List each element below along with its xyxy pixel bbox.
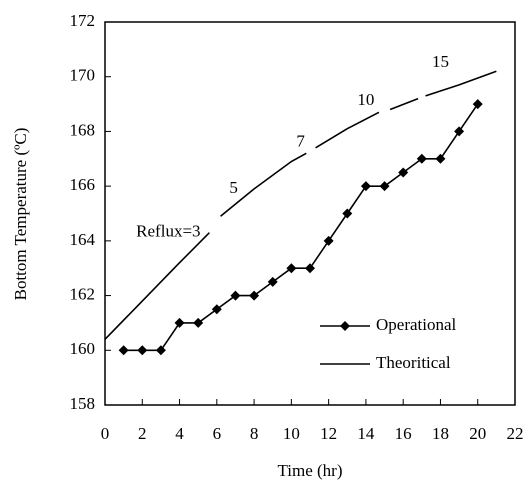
- point: [230, 290, 241, 301]
- point: [416, 153, 427, 164]
- point: [174, 317, 185, 328]
- x-tick-label: 6: [213, 424, 222, 443]
- y-tick-label: 170: [70, 66, 96, 85]
- point: [323, 235, 334, 246]
- point: [305, 263, 315, 274]
- y-axis-label: Bottom Temperature (ºC): [11, 128, 30, 301]
- point: [398, 167, 409, 178]
- x-tick-label: 0: [101, 424, 110, 443]
- point: [472, 99, 483, 110]
- x-tick-label: 4: [175, 424, 184, 443]
- y-tick-label: 162: [70, 284, 96, 303]
- x-tick-label: 22: [507, 424, 524, 443]
- x-tick-label: 8: [250, 424, 259, 443]
- point: [155, 345, 166, 356]
- y-tick-label: 172: [70, 11, 96, 30]
- x-tick-label: 18: [432, 424, 449, 443]
- x-axis-label: Time (hr): [277, 461, 342, 480]
- point: [286, 263, 297, 274]
- point: [454, 126, 465, 137]
- plot-frame: [104, 21, 516, 406]
- legend-label: Operational: [376, 315, 457, 334]
- annotation: 7: [296, 131, 305, 150]
- point: [342, 208, 353, 219]
- y-tick-label: 158: [70, 394, 96, 413]
- y-tick-label: 160: [70, 339, 96, 358]
- x-tick-label: 12: [320, 424, 337, 443]
- point: [193, 317, 204, 328]
- point: [435, 153, 446, 164]
- point: [249, 290, 260, 301]
- x-tick-label: 16: [395, 424, 412, 443]
- annotation: 10: [357, 90, 374, 109]
- y-tick-label: 166: [70, 175, 96, 194]
- x-tick-label: 10: [283, 424, 300, 443]
- point: [267, 276, 278, 287]
- point: [137, 345, 148, 356]
- annotation: 5: [229, 178, 238, 197]
- series-line: [104, 70, 497, 340]
- legend-label: Theoritical: [376, 353, 451, 372]
- annotation: 15: [432, 52, 449, 71]
- point: [211, 304, 222, 315]
- x-tick-label: 14: [357, 424, 375, 443]
- point: [360, 181, 371, 192]
- y-tick-label: 168: [70, 120, 96, 139]
- x-tick-label: 20: [469, 424, 486, 443]
- point: [379, 181, 390, 192]
- point: [118, 345, 129, 356]
- annotation: Reflux=3: [136, 222, 200, 241]
- legend-marker: [340, 321, 350, 331]
- x-tick-label: 2: [138, 424, 147, 443]
- y-tick-label: 164: [70, 230, 96, 249]
